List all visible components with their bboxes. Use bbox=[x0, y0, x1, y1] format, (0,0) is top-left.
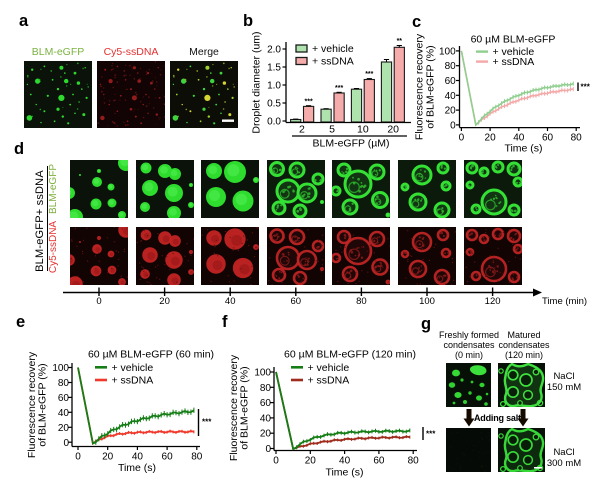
svg-text:Time (s): Time (s) bbox=[325, 467, 363, 479]
svg-text:60 µM BLM-eGFP (60 min): 60 µM BLM-eGFP (60 min) bbox=[88, 349, 214, 361]
svg-text:40: 40 bbox=[132, 452, 144, 463]
svg-text:40: 40 bbox=[225, 296, 236, 307]
svg-text:80: 80 bbox=[191, 452, 203, 463]
svg-text:+ ssDNA: + ssDNA bbox=[308, 375, 350, 387]
svg-text:2.0: 2.0 bbox=[267, 45, 281, 56]
svg-text:100: 100 bbox=[52, 363, 69, 374]
svg-text:80: 80 bbox=[260, 383, 272, 394]
svg-text:Fluorescence recovery: Fluorescence recovery bbox=[26, 351, 38, 458]
svg-text:0: 0 bbox=[265, 444, 271, 455]
svg-text:60: 60 bbox=[162, 452, 174, 463]
svg-text:100: 100 bbox=[439, 46, 456, 57]
svg-text:20: 20 bbox=[102, 452, 114, 463]
svg-text:+ vehicle: + vehicle bbox=[308, 362, 350, 374]
svg-text:40: 40 bbox=[260, 413, 272, 424]
svg-text:BLM-eGFP (µM): BLM-eGFP (µM) bbox=[312, 138, 389, 150]
svg-text:+ ssDNA: + ssDNA bbox=[312, 56, 354, 68]
svg-text:Droplet diameter (um): Droplet diameter (um) bbox=[251, 31, 263, 133]
svg-text:20: 20 bbox=[485, 133, 497, 144]
svg-text:of BLM-eGFP (%): of BLM-eGFP (%) bbox=[37, 363, 49, 446]
svg-text:Time (s): Time (s) bbox=[504, 143, 542, 155]
svg-text:60: 60 bbox=[542, 133, 554, 144]
svg-text:of BLM-eGFP (%): of BLM-eGFP (%) bbox=[425, 45, 437, 128]
svg-text:80: 80 bbox=[408, 456, 420, 467]
svg-text:40: 40 bbox=[58, 408, 70, 419]
svg-text:20: 20 bbox=[159, 296, 170, 307]
svg-text:of BLM-eGFP (%): of BLM-eGFP (%) bbox=[239, 366, 251, 449]
svg-text:+ vehicle: + vehicle bbox=[112, 362, 154, 374]
svg-text:60: 60 bbox=[373, 456, 385, 467]
svg-text:10: 10 bbox=[357, 124, 369, 136]
svg-text:1.5: 1.5 bbox=[267, 63, 281, 74]
svg-text:60: 60 bbox=[445, 76, 457, 87]
svg-text:5: 5 bbox=[329, 124, 335, 136]
svg-text:40: 40 bbox=[445, 91, 457, 102]
svg-text:40: 40 bbox=[513, 133, 525, 144]
svg-text:0.5: 0.5 bbox=[267, 99, 281, 110]
svg-text:100: 100 bbox=[419, 296, 435, 307]
svg-text:***: *** bbox=[305, 99, 313, 106]
svg-text:***: *** bbox=[581, 83, 591, 92]
svg-text:Time (s): Time (s) bbox=[118, 462, 156, 474]
svg-text:60: 60 bbox=[58, 393, 70, 404]
svg-text:60 µM BLM-eGFP (120 min): 60 µM BLM-eGFP (120 min) bbox=[284, 349, 416, 361]
svg-text:20: 20 bbox=[305, 456, 317, 467]
svg-text:60: 60 bbox=[291, 296, 302, 307]
svg-text:80: 80 bbox=[571, 133, 583, 144]
svg-text:***: *** bbox=[335, 85, 343, 92]
svg-text:40: 40 bbox=[339, 456, 351, 467]
svg-text:+ ssDNA: + ssDNA bbox=[493, 56, 535, 68]
svg-text:20: 20 bbox=[260, 429, 272, 440]
svg-text:60: 60 bbox=[260, 398, 272, 409]
svg-text:0: 0 bbox=[459, 133, 465, 144]
svg-text:80: 80 bbox=[356, 296, 367, 307]
svg-text:Fluorescence recovery: Fluorescence recovery bbox=[413, 33, 425, 140]
svg-text:80: 80 bbox=[58, 378, 70, 389]
svg-text:0: 0 bbox=[75, 452, 81, 463]
svg-text:+ vehicle: + vehicle bbox=[312, 43, 354, 55]
svg-text:0: 0 bbox=[63, 438, 69, 449]
svg-text:***: *** bbox=[202, 418, 212, 427]
svg-text:0.0: 0.0 bbox=[267, 117, 281, 128]
svg-text:Fluorescence recovery: Fluorescence recovery bbox=[228, 354, 240, 461]
svg-text:***: *** bbox=[426, 430, 436, 439]
svg-text:2: 2 bbox=[299, 124, 305, 136]
svg-text:0: 0 bbox=[450, 120, 456, 131]
svg-text:0: 0 bbox=[273, 456, 279, 467]
svg-text:1.0: 1.0 bbox=[267, 81, 281, 92]
svg-text:60 µM BLM-eGFP: 60 µM BLM-eGFP bbox=[471, 34, 556, 46]
svg-text:20: 20 bbox=[58, 423, 70, 434]
svg-text:**: ** bbox=[397, 38, 403, 45]
svg-text:20: 20 bbox=[387, 124, 399, 136]
svg-text:+ ssDNA: + ssDNA bbox=[112, 375, 154, 387]
svg-text:120: 120 bbox=[485, 296, 501, 307]
svg-text:+ vehicle: + vehicle bbox=[493, 46, 535, 58]
svg-text:100: 100 bbox=[254, 368, 271, 379]
svg-text:20: 20 bbox=[445, 106, 457, 117]
svg-text:0: 0 bbox=[96, 296, 101, 307]
svg-text:***: *** bbox=[365, 71, 373, 78]
svg-text:Time (min): Time (min) bbox=[542, 296, 587, 307]
svg-text:80: 80 bbox=[445, 61, 457, 72]
